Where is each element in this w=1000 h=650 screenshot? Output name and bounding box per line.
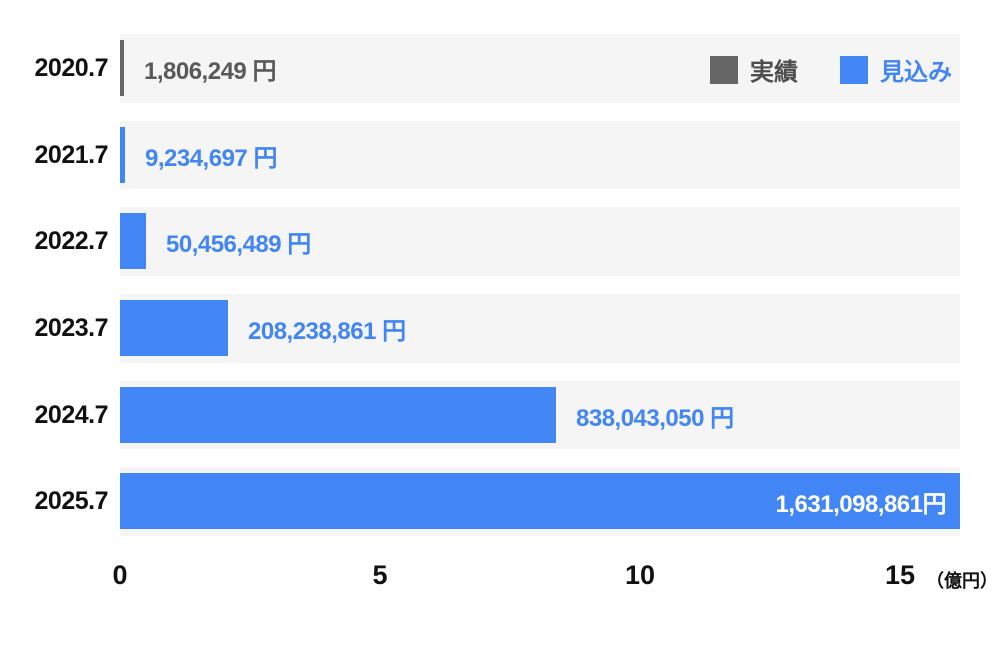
row-band [120,207,960,277]
y-axis-label: 2021.7 [34,140,109,169]
legend-swatch-actual [710,55,738,84]
y-axis-label: 2025.7 [34,487,109,516]
bar-2025.7 [120,473,960,530]
x-axis-unit-label: （億円） [926,571,998,591]
x-axis-tick: 0 [112,560,128,590]
chart-row: 9,234,697 円 [120,112,960,199]
bar-2023.7 [120,300,228,357]
y-axis-labels: 2020.7 2021.7 2022.7 2023.7 2024.7 2025.7 [0,25,109,545]
legend-swatch-forecast [840,55,868,84]
value-label: 838,043,050 円 [576,404,734,432]
x-axis-tick: 10 [624,560,656,590]
legend-label-actual: 実績 [750,59,798,86]
value-label: 50,456,489 円 [166,231,311,259]
chart-row: 208,238,861 円 [120,285,960,372]
row-band [120,294,960,363]
bar-2021.7 [120,126,125,183]
legend: 実績 見込み [710,52,952,87]
chart-row: 1,631,098,861円 [120,458,960,545]
y-axis-label: 2024.7 [34,400,109,429]
legend-item-actual: 実績 [710,52,798,87]
y-axis-label: 2023.7 [34,313,109,342]
bar-2022.7 [120,213,146,270]
value-label: 9,234,697 円 [145,144,277,172]
chart-row: 838,043,050 円 [120,372,960,459]
value-label: 1,631,098,861円 [775,491,947,519]
bar-2020.7 [120,40,124,96]
y-axis-label: 2022.7 [34,227,109,256]
legend-label-forecast: 見込み [880,59,952,86]
row-band [120,34,960,103]
plot-area: 1,806,249 円 9,234,697 円 50,456,489 円 208,23… [120,25,960,546]
bar-2024.7 [120,386,556,443]
value-label: 208,238,861 円 [248,317,406,345]
x-axis-tick: 5 [372,560,388,590]
x-axis-tick: 15 [884,560,916,590]
x-axis: （億円） 0 5 10 15 [112,560,1000,605]
row-band [120,120,960,190]
legend-item-forecast: 見込み [840,52,952,87]
chart-row: 50,456,489 円 [120,198,960,285]
y-axis-label: 2020.7 [34,53,109,82]
chart-row: 1,806,249 円 [120,25,960,112]
value-label: 1,806,249 円 [144,57,276,85]
